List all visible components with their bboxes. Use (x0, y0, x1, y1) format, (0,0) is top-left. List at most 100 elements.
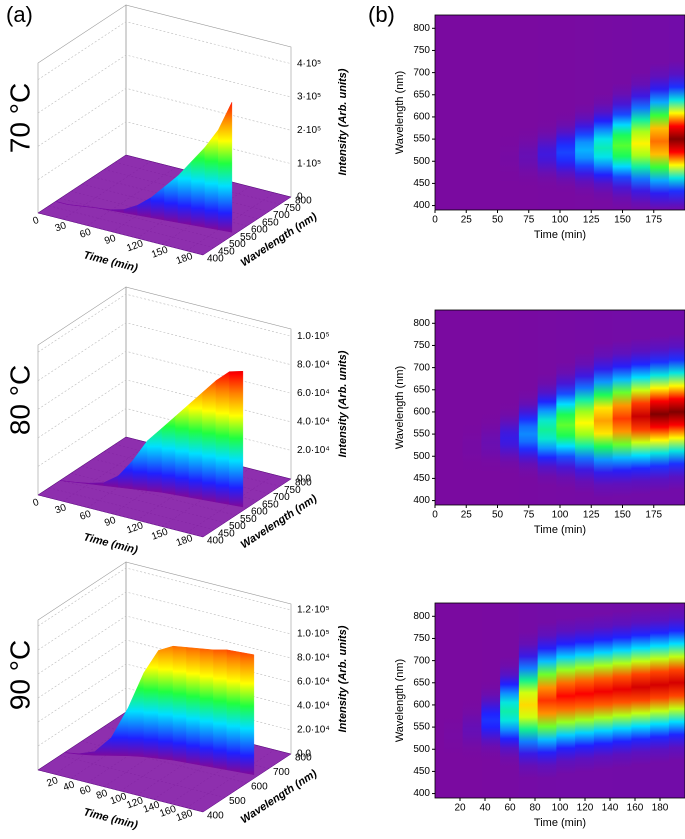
grid-line (37, 293, 292, 353)
y-tick-label: 700 (413, 362, 430, 373)
temperature-label: 70 °C (4, 83, 35, 153)
grid-line (37, 21, 292, 80)
ridge-segment (213, 649, 228, 771)
y-tick-label: 550 (240, 232, 257, 243)
temperature-label: 90 °C (4, 640, 35, 710)
x-tick-label: 40 (62, 779, 77, 793)
contour-column (650, 15, 670, 210)
contour-column (650, 603, 670, 798)
y-tick-label: 400 (413, 788, 430, 799)
x-tick-label: 90 (103, 233, 118, 247)
y-tick-label: 600 (251, 782, 268, 793)
x-tick-label: 30 (54, 502, 69, 516)
y-tick-label: 750 (284, 485, 301, 496)
x-tick-label: 150 (150, 244, 170, 260)
x-tick-label: 140 (142, 799, 162, 815)
x-tick-label: 140 (602, 803, 619, 814)
y-tick-label: 600 (251, 507, 268, 518)
x-tick-label: 100 (552, 803, 569, 814)
contour-column (631, 603, 652, 798)
x-tick-label: 160 (158, 804, 178, 820)
ridge-segment (240, 651, 255, 775)
z-tick-label: 0.0 (297, 474, 311, 485)
x-tick-label: 80 (95, 788, 110, 802)
x-tick-label: 120 (577, 803, 594, 814)
x-tick-label: 75 (523, 215, 535, 226)
contour-column (462, 15, 483, 210)
ridge-segment (161, 415, 176, 496)
y-tick-label: 750 (413, 340, 430, 351)
x-tick-label: 150 (614, 215, 631, 226)
x-tick-label: 180 (652, 803, 669, 814)
x-tick-label: 160 (627, 803, 644, 814)
y-tick-label: 800 (295, 478, 312, 489)
y-tick-label: 750 (413, 45, 430, 56)
z-tick-label: 4·10⁵ (297, 58, 321, 69)
y-tick-label: 650 (413, 89, 430, 100)
ridge-segment (175, 403, 190, 498)
ridge-segment (199, 648, 214, 768)
ridge-segment (215, 371, 230, 505)
y-tick-label: 600 (413, 700, 430, 711)
z-tick-label: 4.0·10⁴ (297, 416, 330, 427)
panel-label: (a) (6, 2, 33, 27)
y-tick-label: 800 (413, 318, 430, 329)
contour-column (537, 603, 558, 798)
contour-column (631, 310, 652, 505)
x-tick-label: 150 (614, 510, 631, 521)
x-axis-title: Time (min) (534, 817, 586, 829)
x-tick-label: 20 (45, 775, 60, 789)
y-tick-label: 450 (413, 178, 430, 189)
floor (37, 711, 292, 813)
ridge-segment (172, 645, 187, 763)
y-tick-label: 650 (413, 677, 430, 688)
grid-line (37, 639, 292, 699)
x-tick-label: 50 (492, 215, 504, 226)
z-tick-label: 8.0·10⁴ (297, 359, 330, 370)
contour-column (556, 15, 577, 210)
y-tick-label: 600 (413, 112, 430, 123)
z-tick-label: 6.0·10⁴ (297, 388, 330, 399)
contour-column (481, 15, 502, 210)
contour-column (435, 15, 445, 210)
x-tick-label: 0 (432, 215, 438, 226)
x-tick-label: 0 (432, 510, 438, 521)
temperature-label: 80 °C (4, 365, 35, 435)
z-tick-label: 1.0·10⁵ (297, 331, 330, 342)
contour-column (612, 15, 633, 210)
y-tick-label: 800 (413, 611, 430, 622)
grid-line (37, 408, 292, 467)
x-tick-label: 40 (479, 803, 491, 814)
contour-column (500, 15, 520, 210)
ridge-segment (202, 380, 217, 503)
x-tick-label: 60 (504, 803, 516, 814)
y-tick-label: 450 (413, 766, 430, 777)
grid-line (37, 54, 292, 114)
z-tick-label: 2.0·10⁴ (297, 725, 330, 736)
y-tick-label: 400 (413, 495, 430, 506)
contour-column (668, 15, 685, 210)
x-tick-label: 180 (175, 808, 195, 824)
ridge-segment (229, 370, 244, 508)
x-tick-label: 180 (175, 533, 195, 549)
y-tick-label: 700 (413, 67, 430, 78)
x-tick-label: 30 (54, 220, 69, 234)
y-axis-title: Wavelength (nm) (394, 366, 406, 449)
grid-line (37, 88, 292, 147)
z-axis-title: Intensity (Arb. units) (337, 350, 349, 457)
x-tick-label: 0 (32, 497, 41, 509)
y-tick-label: 500 (413, 744, 430, 755)
x-tick-label: 60 (78, 784, 93, 798)
z-tick-label: 6.0·10⁴ (297, 677, 330, 688)
contour-column (556, 310, 577, 505)
x-tick-label: 60 (78, 509, 93, 523)
y-tick-label: 550 (240, 514, 257, 525)
y-tick-label: 450 (218, 528, 235, 539)
z-tick-label: 2·10⁵ (297, 125, 321, 136)
z-tick-label: 4.0·10⁴ (297, 701, 330, 712)
y-tick-label: 600 (251, 225, 268, 236)
y-tick-label: 600 (413, 407, 430, 418)
x-tick-label: 0 (32, 215, 41, 227)
z-axis-title: Intensity (Arb. units) (337, 625, 349, 732)
